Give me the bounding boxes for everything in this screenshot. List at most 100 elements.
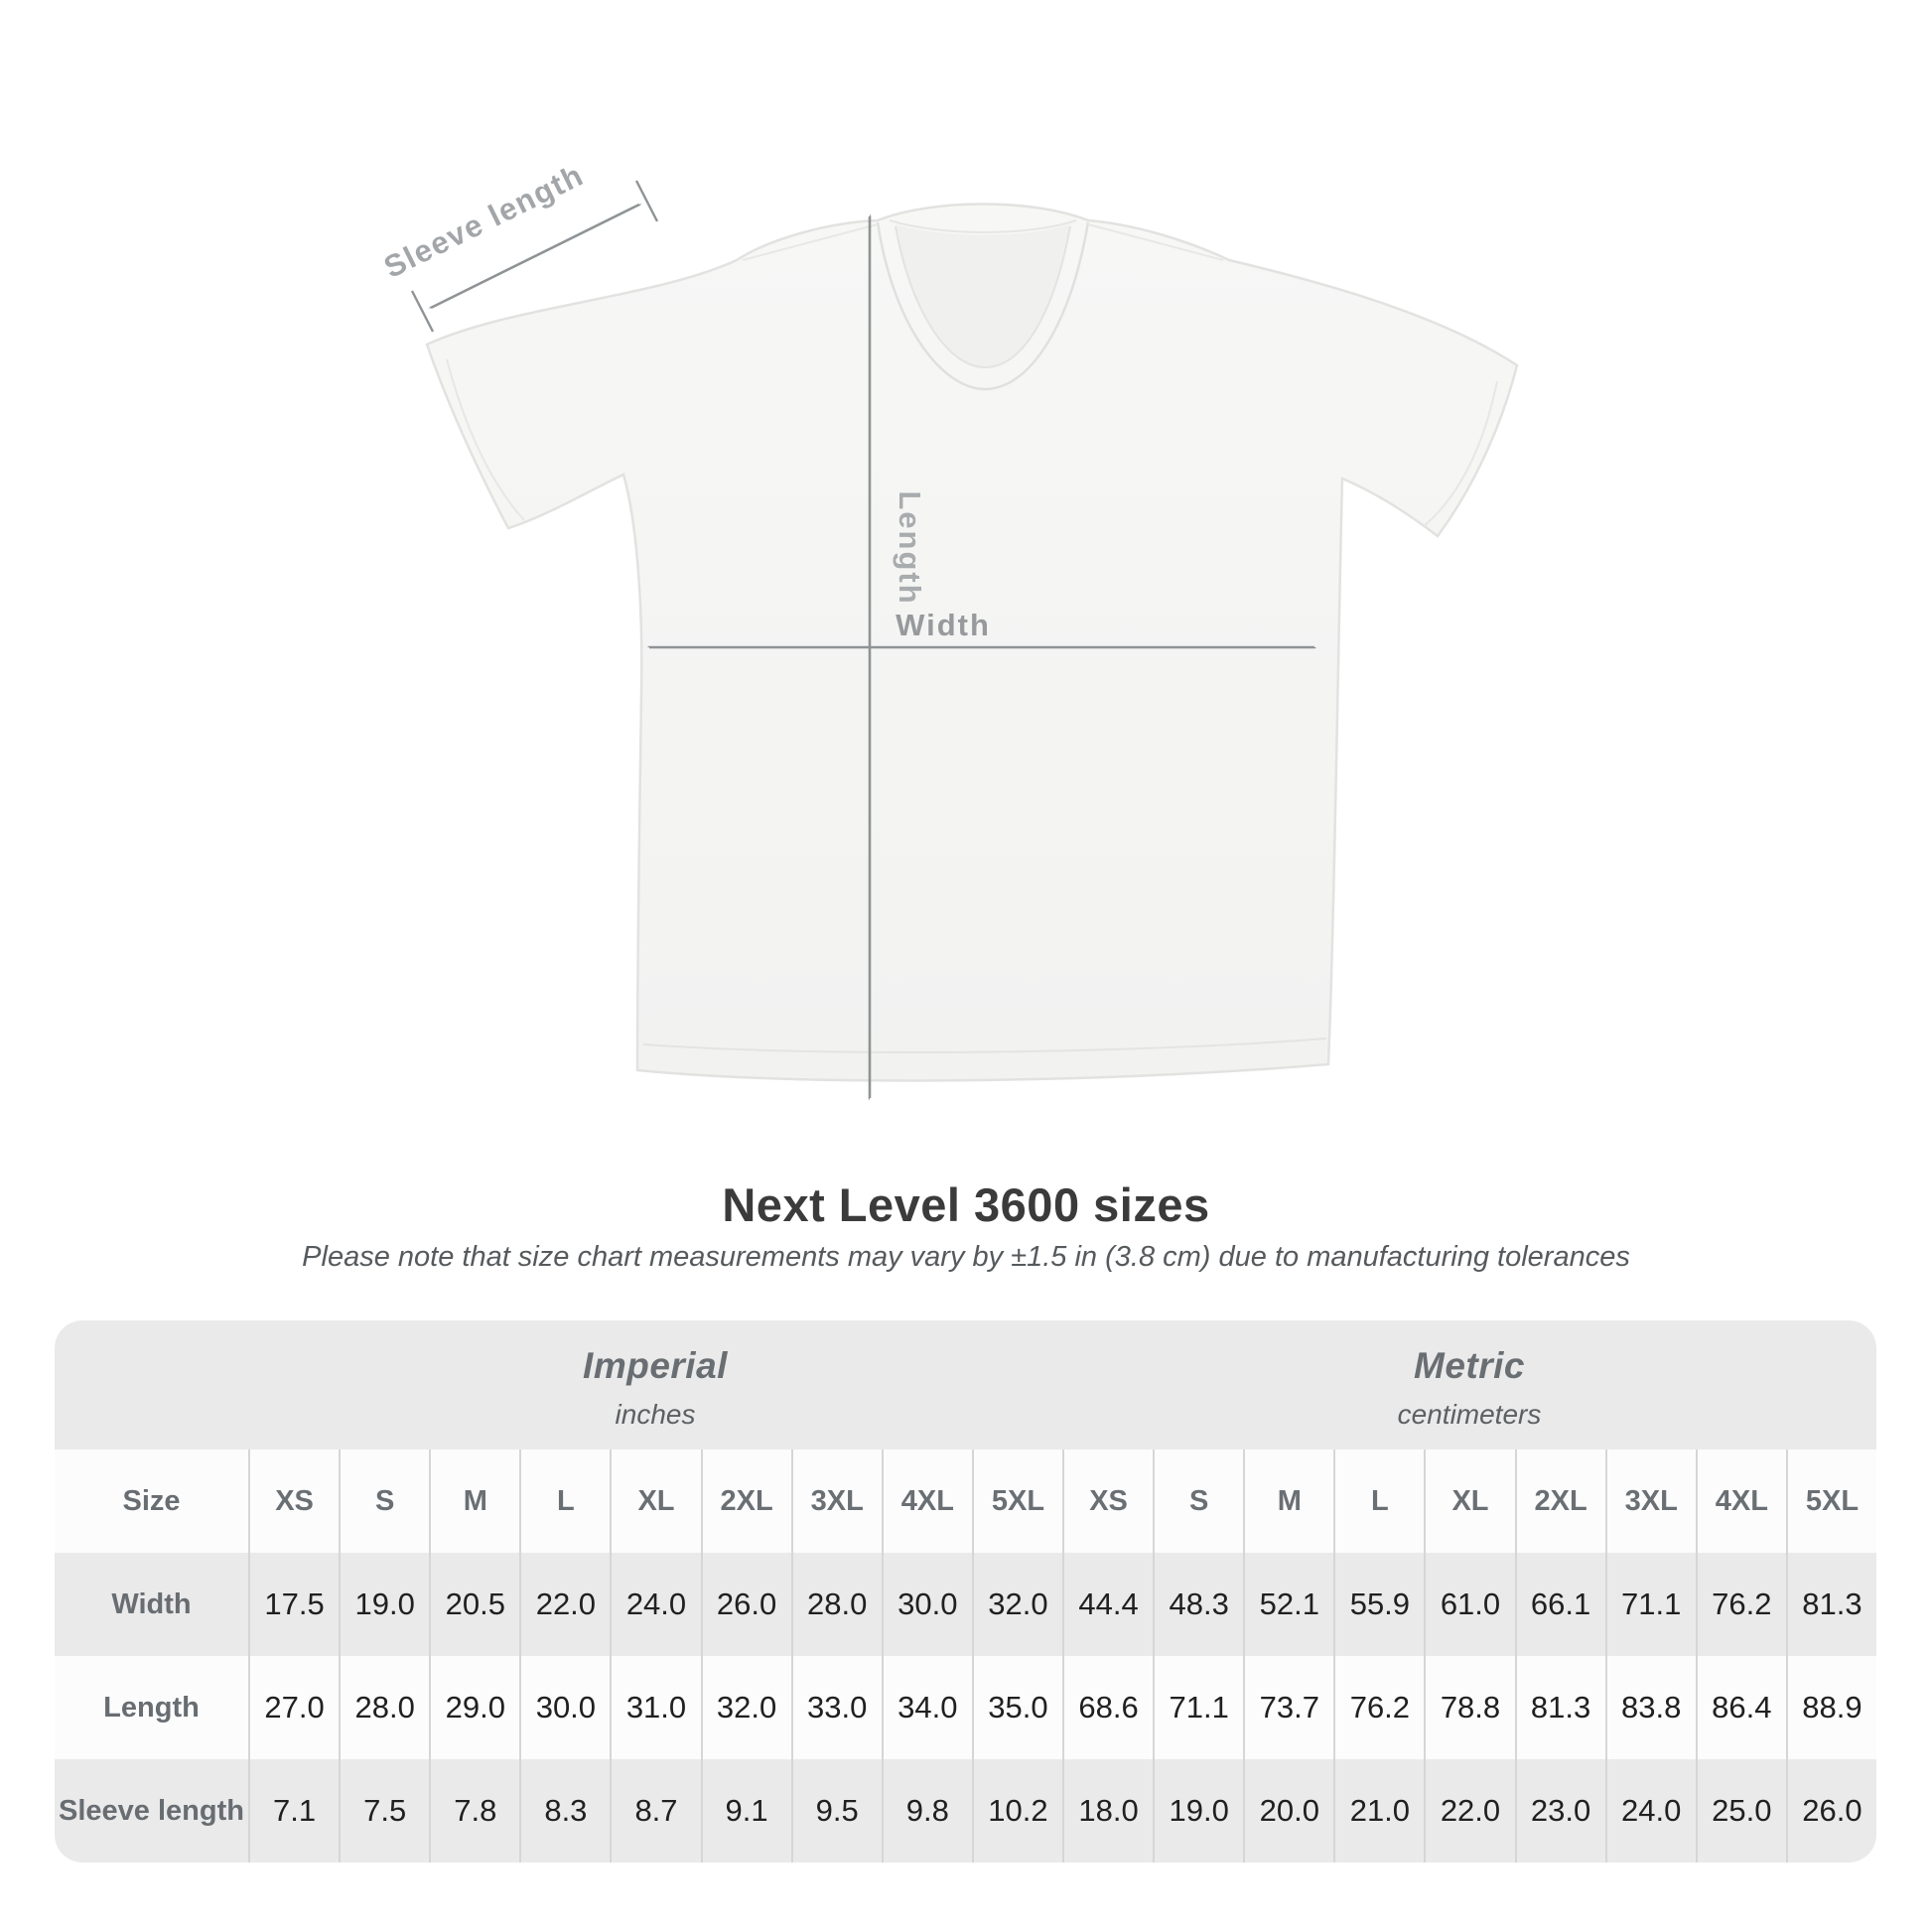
table-row-width: Width 17.5 19.0 20.5 22.0 24.0 26.0 28.0… (55, 1553, 1876, 1656)
table-cell: 24.0 (610, 1553, 700, 1656)
table-cell: 32.0 (700, 1656, 791, 1759)
tshirt-measurement-diagram: Sleeve length Length Width (378, 157, 1519, 1172)
metric-title: Metric (1414, 1345, 1525, 1386)
table-cell: 9.8 (881, 1759, 972, 1863)
tshirt-collar-inner (895, 225, 1071, 369)
table-cell: 30.0 (519, 1656, 610, 1759)
metric-section-header: Metric centimeters (1062, 1320, 1876, 1449)
size-col-header: XS (248, 1449, 339, 1553)
size-col-header: L (1333, 1449, 1424, 1553)
header-spacer (55, 1320, 248, 1449)
sleeve-length-label: Sleeve length (378, 157, 589, 285)
table-cell: 9.5 (790, 1759, 882, 1863)
table-cell: 31.0 (610, 1656, 700, 1759)
table-cell: 83.8 (1604, 1656, 1696, 1759)
table-cell: 9.1 (700, 1759, 791, 1863)
table-row-length: Length 27.0 28.0 29.0 30.0 31.0 32.0 33.… (55, 1656, 1876, 1759)
table-cell: 48.3 (1153, 1553, 1243, 1656)
table-cell: 71.1 (1604, 1553, 1696, 1656)
row-label-sleeve-length: Sleeve length (59, 1794, 244, 1827)
table-cell: 81.3 (1514, 1656, 1605, 1759)
table-cell: 22.0 (1424, 1759, 1514, 1863)
size-col-header: 2XL (1514, 1449, 1605, 1553)
table-cell: 25.0 (1695, 1759, 1786, 1863)
table-cell: 55.9 (1333, 1553, 1424, 1656)
size-col-header: M (1243, 1449, 1333, 1553)
table-cell: 20.5 (429, 1553, 519, 1656)
table-cell: 66.1 (1514, 1553, 1605, 1656)
tshirt-right-sleeve-hem (1423, 380, 1498, 527)
size-col-header: 4XL (1695, 1449, 1786, 1553)
size-col-header: 5XL (971, 1449, 1062, 1553)
table-cell: 78.8 (1424, 1656, 1514, 1759)
table-cell: 32.0 (971, 1553, 1062, 1656)
tshirt-left-shoulder-seam (742, 223, 879, 261)
table-cell: 52.1 (1243, 1553, 1333, 1656)
size-col-header: M (429, 1449, 519, 1553)
imperial-section-header: Imperial inches (248, 1320, 1062, 1449)
metric-unit: centimeters (1397, 1399, 1542, 1430)
width-label: Width (896, 608, 991, 642)
size-col-header: L (519, 1449, 610, 1553)
table-cell: 21.0 (1333, 1759, 1424, 1863)
table-cell: 26.0 (700, 1553, 791, 1656)
table-cell: 28.0 (790, 1553, 882, 1656)
row-label-length: Length (103, 1691, 200, 1724)
table-cell: 86.4 (1695, 1656, 1786, 1759)
table-cell: 76.2 (1333, 1656, 1424, 1759)
table-cell: 68.6 (1062, 1656, 1153, 1759)
table-cell: 73.7 (1243, 1656, 1333, 1759)
table-cell: 30.0 (881, 1553, 972, 1656)
sleeve-extension-tick (410, 290, 435, 333)
table-cell: 7.8 (429, 1759, 519, 1863)
imperial-title: Imperial (583, 1345, 728, 1386)
table-cell: 24.0 (1604, 1759, 1696, 1863)
table-cell: 19.0 (339, 1553, 429, 1656)
size-table-card: Imperial inches Metric centimeters Size … (55, 1320, 1876, 1863)
table-cell: 23.0 (1514, 1759, 1605, 1863)
table-cell: 17.5 (248, 1553, 339, 1656)
table-row-sizes: Size XS S M L XL 2XL 3XL 4XL 5XL XS S M … (55, 1449, 1876, 1553)
size-header-label: Size (122, 1484, 181, 1517)
table-cell: 7.5 (339, 1759, 429, 1863)
tshirt-collar-outer (876, 221, 1090, 391)
table-cell: 34.0 (881, 1656, 972, 1759)
table-cell: 8.7 (610, 1759, 700, 1863)
size-col-header: 5XL (1785, 1449, 1876, 1553)
table-cell: 8.3 (519, 1759, 610, 1863)
sleeve-length-arrow (431, 205, 639, 308)
size-col-header: 3XL (1604, 1449, 1696, 1553)
table-cell: 29.0 (429, 1656, 519, 1759)
unit-section-headers: Imperial inches Metric centimeters (55, 1320, 1876, 1449)
row-label-width: Width (111, 1587, 192, 1620)
table-cell: 28.0 (339, 1656, 429, 1759)
size-col-header: XS (1062, 1449, 1153, 1553)
table-cell: 44.4 (1062, 1553, 1153, 1656)
size-col-header: S (1153, 1449, 1243, 1553)
page-title: Next Level 3600 sizes (722, 1178, 1210, 1231)
imperial-unit: inches (615, 1399, 696, 1430)
table-cell: 81.3 (1785, 1553, 1876, 1656)
size-col-header: S (339, 1449, 429, 1553)
tshirt-bottom-hem-stitch (642, 1037, 1327, 1053)
table-cell: 7.1 (248, 1759, 339, 1863)
table-cell: 22.0 (519, 1553, 610, 1656)
table-cell: 61.0 (1424, 1553, 1514, 1656)
table-row-sleeve-length: Sleeve length 7.1 7.5 7.8 8.3 8.7 9.1 9.… (55, 1759, 1876, 1863)
table-cell: 20.0 (1243, 1759, 1333, 1863)
length-label: Length (893, 490, 927, 605)
size-col-header: XL (610, 1449, 700, 1553)
tolerance-note: Please note that size chart measurements… (302, 1241, 1630, 1273)
table-cell: 33.0 (790, 1656, 882, 1759)
table-cell: 26.0 (1785, 1759, 1876, 1863)
size-col-header: 3XL (790, 1449, 882, 1553)
table-cell: 35.0 (971, 1656, 1062, 1759)
table-cell: 76.2 (1695, 1553, 1786, 1656)
table-cell: 10.2 (971, 1759, 1062, 1863)
table-cell: 88.9 (1785, 1656, 1876, 1759)
table-cell: 18.0 (1062, 1759, 1153, 1863)
size-col-header: 2XL (700, 1449, 791, 1553)
sleeve-extension-tick (634, 180, 659, 222)
tshirt-neck-opening (896, 224, 1070, 367)
tshirt-left-sleeve-hem (446, 358, 525, 521)
